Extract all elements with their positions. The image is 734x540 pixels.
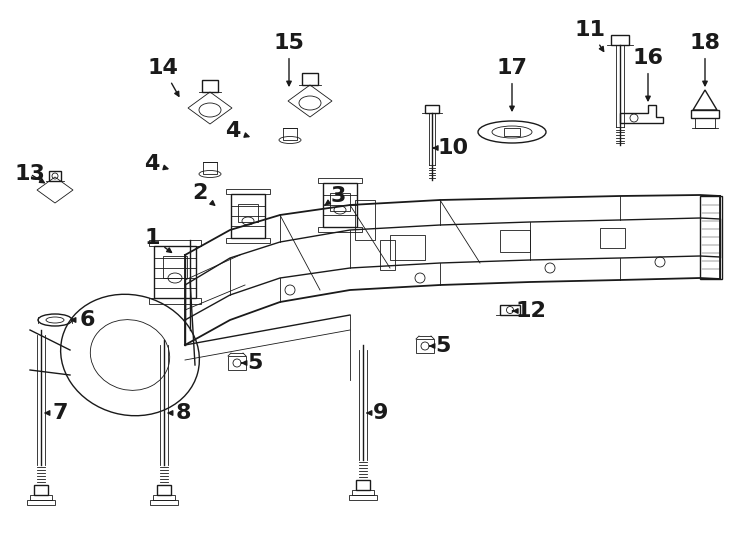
Text: 12: 12 — [512, 301, 546, 321]
Text: 6: 6 — [71, 310, 95, 330]
Text: 2: 2 — [192, 183, 214, 205]
Text: 11: 11 — [575, 20, 606, 51]
Text: 10: 10 — [434, 138, 468, 158]
Text: 5: 5 — [429, 336, 451, 356]
Text: 15: 15 — [274, 33, 305, 86]
Text: 4: 4 — [225, 121, 249, 141]
Text: 1: 1 — [145, 228, 172, 252]
Text: 3: 3 — [325, 186, 346, 206]
Text: 13: 13 — [15, 164, 46, 184]
Text: 7: 7 — [46, 403, 68, 423]
Text: 5: 5 — [241, 353, 263, 373]
Text: 14: 14 — [148, 58, 179, 96]
Text: 8: 8 — [168, 403, 191, 423]
Text: 9: 9 — [367, 403, 389, 423]
Text: 4: 4 — [145, 154, 168, 174]
Text: 17: 17 — [496, 58, 528, 111]
Text: 16: 16 — [633, 48, 664, 100]
Text: 18: 18 — [689, 33, 721, 86]
